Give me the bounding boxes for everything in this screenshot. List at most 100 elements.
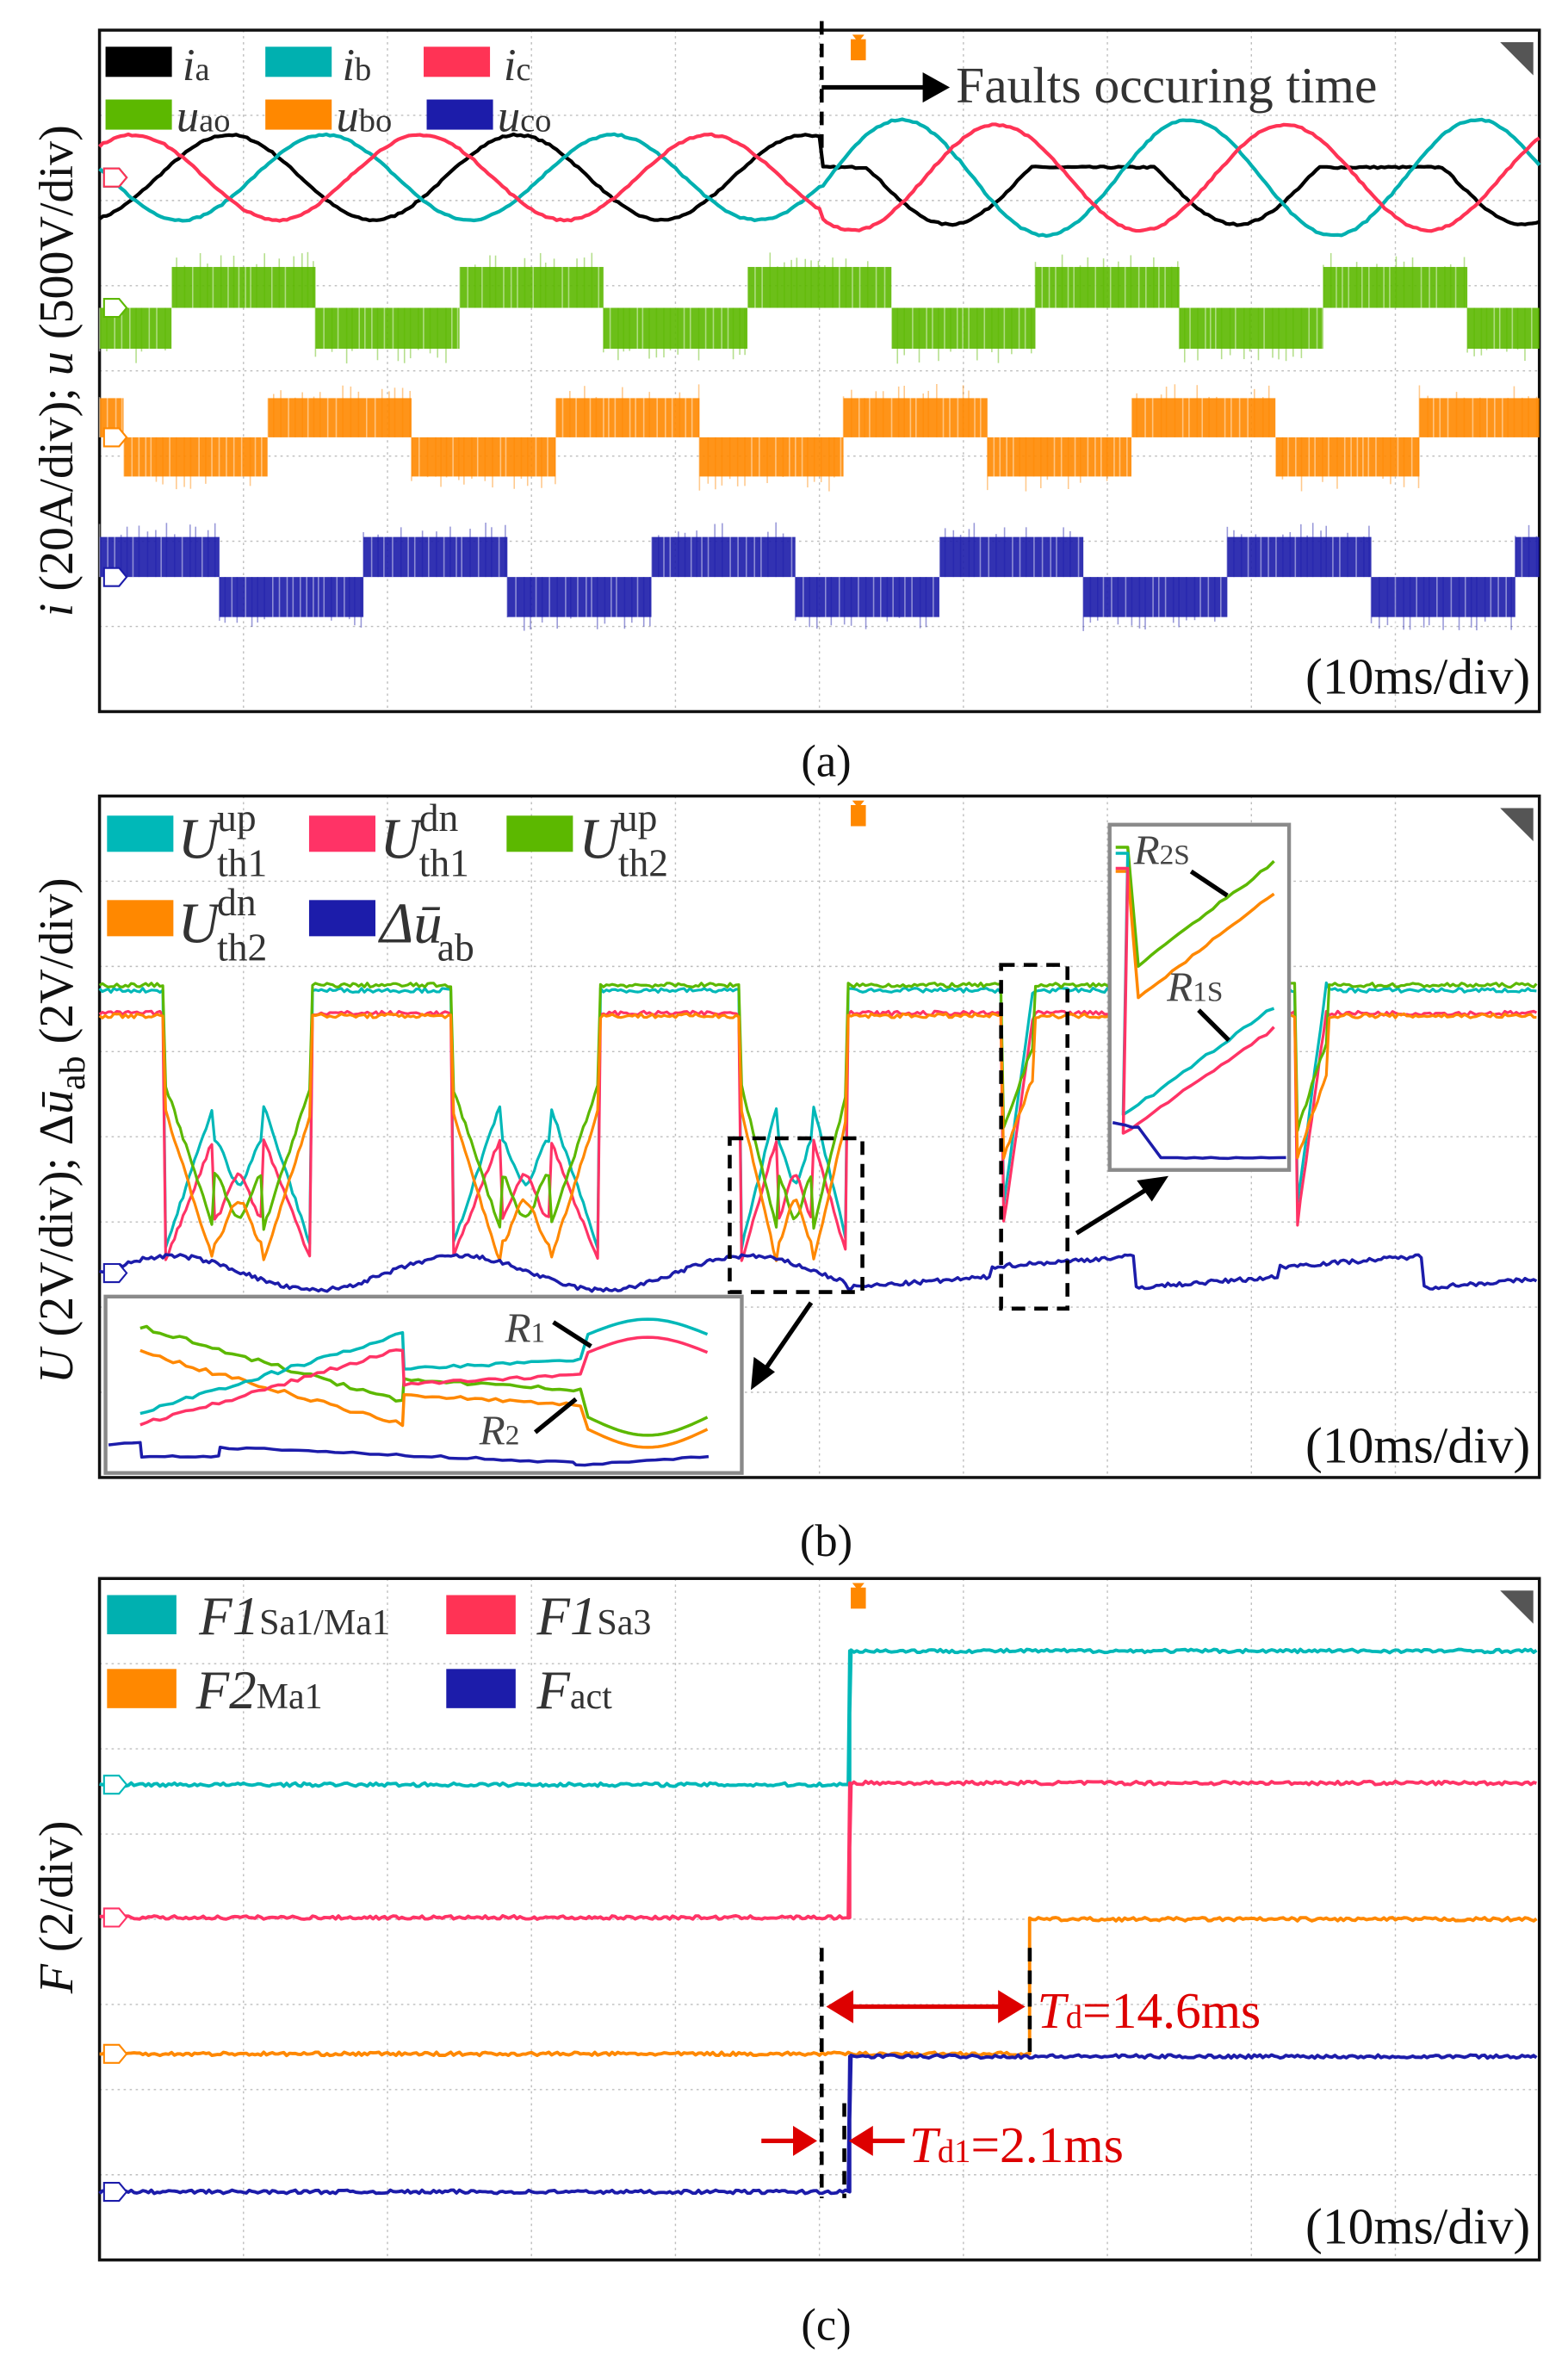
legend-label-ic: ic bbox=[504, 40, 531, 90]
plot-frame bbox=[97, 28, 1541, 714]
legend-subscript: ab bbox=[437, 925, 474, 969]
trace-F_act bbox=[98, 2053, 1538, 2196]
pwm-band-uao bbox=[747, 267, 892, 308]
legend-swatch-f1-sa3 bbox=[446, 1595, 516, 1635]
pwm-band-uao bbox=[1179, 307, 1323, 350]
fault-annotation-text: Faults occuring time bbox=[956, 57, 1377, 114]
pwm-band-uco bbox=[651, 536, 796, 578]
trace-U_th1^dn bbox=[98, 1009, 1538, 1262]
legend-subscript: th1 bbox=[217, 840, 267, 884]
legend-swatch-f1-sa1-ma1 bbox=[107, 1595, 177, 1635]
inset-trace bbox=[1115, 870, 1275, 1000]
channel-marker-icon bbox=[102, 1907, 128, 1928]
legend-superscript: dn bbox=[419, 796, 459, 840]
inset-trace bbox=[1115, 866, 1275, 1135]
label-leader bbox=[552, 1320, 592, 1348]
channel-marker-icon bbox=[102, 567, 128, 587]
label-leader bbox=[1197, 1008, 1230, 1043]
inset-trace bbox=[139, 1348, 709, 1449]
inset-trace bbox=[1112, 1121, 1286, 1161]
trace-F1_Sa1/Ma1 bbox=[99, 1647, 1538, 1788]
pwm-band-ubo bbox=[1419, 398, 1540, 437]
scope-corner-icon bbox=[1500, 1590, 1534, 1624]
zoom-arrow bbox=[759, 1301, 814, 1377]
legend-swatch-uao bbox=[105, 99, 172, 130]
legend-label-f1-sa1-ma1: F1Sa1/Ma1 bbox=[198, 1586, 390, 1646]
legend-swatch-4 bbox=[308, 900, 375, 937]
trace-ib bbox=[98, 117, 1541, 239]
legend-label-uao: uao bbox=[177, 91, 231, 141]
legend-swatch-3 bbox=[107, 900, 174, 937]
scope-corner-icon bbox=[1500, 808, 1534, 842]
legend-symbol: U bbox=[579, 808, 623, 871]
td-label: Td=14.6ms bbox=[1038, 1982, 1261, 2039]
pwm-band-uao bbox=[459, 267, 604, 308]
legend-swatch-1 bbox=[308, 815, 375, 852]
pwm-band-uao bbox=[1035, 267, 1180, 308]
trace-F2_Ma1 bbox=[99, 1916, 1538, 2058]
pwm-band-uco bbox=[1227, 536, 1372, 578]
legend-swatch-ib bbox=[265, 46, 332, 77]
arrow-right-icon bbox=[922, 72, 951, 103]
scope-corner-icon bbox=[1500, 42, 1534, 76]
legend-label-ib: ib bbox=[342, 40, 371, 90]
arrow-left-icon bbox=[848, 2125, 873, 2156]
legend-swatch-uco bbox=[426, 99, 493, 130]
trace-F1_Sa3 bbox=[99, 1779, 1537, 1921]
trace-delta-u-ab bbox=[99, 1253, 1538, 1293]
legend-subscript: th2 bbox=[217, 925, 267, 969]
y-axis-label-b: U (2V/div); Δūab (2V/div) bbox=[30, 877, 93, 1384]
legend-superscript: up bbox=[217, 796, 257, 840]
pwm-band-uco bbox=[1371, 577, 1515, 617]
pwm-band-uao bbox=[891, 307, 1036, 350]
zoom-label-r2s: R2S bbox=[1133, 826, 1190, 873]
channel-marker-icon bbox=[102, 2181, 128, 2203]
zoom-region-2 bbox=[999, 963, 1069, 1311]
td1-label: Td1=2.1ms bbox=[909, 2116, 1124, 2173]
pwm-band-ubo bbox=[555, 398, 700, 437]
pwm-band-ubo bbox=[1131, 398, 1276, 437]
pwm-band-uco bbox=[363, 536, 508, 578]
trigger-marker-icon bbox=[851, 805, 866, 827]
arrow-right-icon bbox=[793, 2125, 818, 2156]
legend-label-f-act: Fact bbox=[536, 1660, 612, 1720]
legend-swatch-2 bbox=[506, 815, 573, 852]
trace-U_th2^dn bbox=[98, 1012, 1537, 1262]
pwm-band-uao bbox=[1467, 307, 1540, 350]
pwm-band-ubo bbox=[123, 437, 268, 477]
y-axis-label-c: F (2/div) bbox=[30, 1821, 84, 1995]
timebase-label-c: (10ms/div) bbox=[1305, 2197, 1530, 2254]
caption-a: (a) bbox=[801, 737, 851, 787]
pwm-band-ubo bbox=[843, 398, 988, 437]
channel-marker-icon bbox=[102, 167, 128, 188]
legend-swatch-ubo bbox=[265, 99, 332, 130]
legend-label-uco: uco bbox=[498, 91, 552, 141]
pwm-band-uco bbox=[939, 536, 1084, 578]
timebase-label-a: (10ms/div) bbox=[1305, 648, 1530, 704]
panel-c-legend: F1Sa1/Ma1 F1Sa3 F2Ma1 Fact bbox=[107, 1586, 651, 1720]
trigger-marker-icon bbox=[852, 800, 865, 809]
arrow-left-icon bbox=[826, 1990, 854, 2023]
inset-zoom-lower bbox=[103, 1294, 744, 1475]
inset-trace bbox=[1115, 846, 1275, 968]
pwm-band-uao bbox=[603, 307, 748, 350]
y-axis-label-a: i (20A/div); u (500V/div) bbox=[30, 125, 84, 617]
inset-trace bbox=[1115, 852, 1275, 1117]
grid-lines bbox=[97, 28, 1541, 2262]
inset-trace bbox=[108, 1441, 710, 1467]
zoom-label-r1s: R1S bbox=[1166, 964, 1223, 1011]
legend-superscript: dn bbox=[217, 880, 257, 924]
fault-time-annotation: Faults occuring time bbox=[819, 21, 1377, 152]
pwm-band-ubo bbox=[267, 398, 412, 437]
legend-swatch-ia bbox=[105, 46, 172, 77]
pwm-band-uco bbox=[219, 577, 364, 617]
zoom-label-r1: R1 bbox=[505, 1304, 546, 1351]
legend-label-f1-sa3: F1Sa3 bbox=[536, 1586, 651, 1646]
legend-label-ubo: ubo bbox=[336, 91, 392, 141]
pwm-band-uco bbox=[1083, 577, 1228, 617]
trace-ic bbox=[98, 122, 1540, 233]
inset-trace bbox=[139, 1317, 709, 1416]
trace-ia bbox=[98, 132, 1540, 227]
